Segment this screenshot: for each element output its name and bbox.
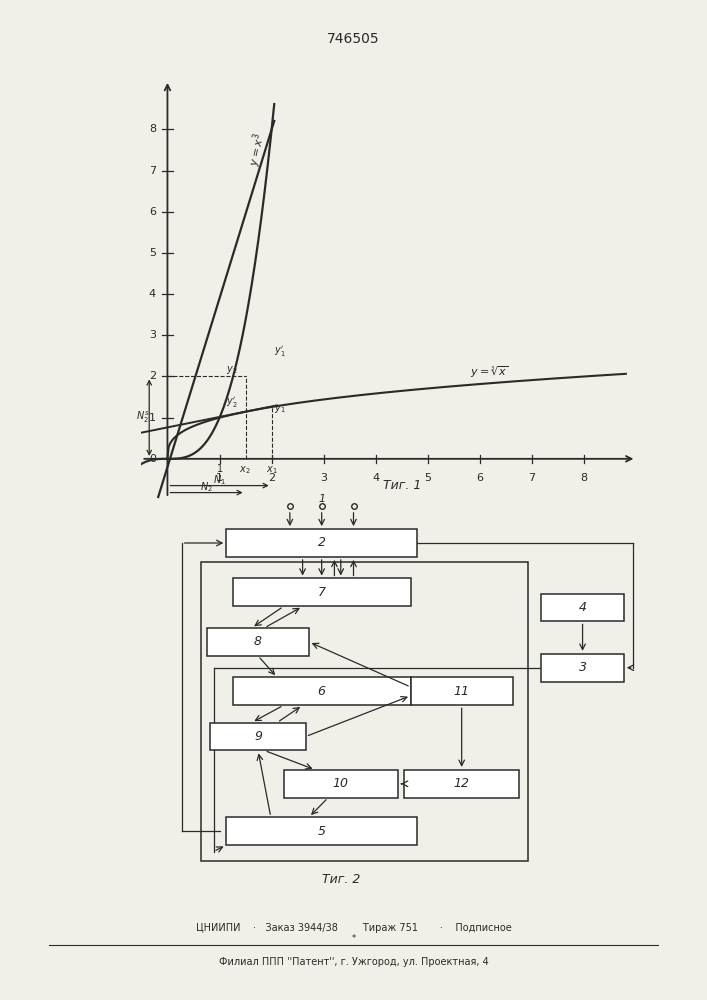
Text: $y=x^3$: $y=x^3$ [245,131,269,168]
Text: 3: 3 [320,473,327,483]
Text: 3: 3 [149,330,156,340]
Text: 12: 12 [454,777,469,790]
Text: $x_2$: $x_2$ [239,464,250,476]
Text: *: * [351,934,356,943]
Text: 9: 9 [254,730,262,743]
Bar [411,677,513,705]
Text: 8: 8 [580,473,588,483]
Text: 4: 4 [373,473,380,483]
Text: 1: 1 [216,464,223,474]
Text: $y_2'$: $y_2'$ [226,396,238,410]
Text: $y=\sqrt[3]{x}$: $y=\sqrt[3]{x}$ [469,365,508,380]
Text: 11: 11 [454,685,469,698]
Text: $N_1$: $N_1$ [213,473,226,487]
Text: 6: 6 [477,473,484,483]
Bar [207,628,309,656]
Text: 3: 3 [578,661,587,674]
Text: 7: 7 [529,473,536,483]
Text: 10: 10 [333,777,349,790]
Text: $x_1$: $x_1$ [266,464,277,476]
Text: $y_1'$: $y_1'$ [274,344,286,359]
Bar [201,562,529,861]
Text: 1: 1 [149,413,156,423]
Text: $N_2^s$: $N_2^s$ [136,410,149,425]
Text: 2: 2 [149,371,156,381]
Text: $y_2$: $y_2$ [226,364,238,376]
Text: 1: 1 [318,494,325,504]
Text: $y_1$: $y_1$ [274,403,286,415]
Text: 7: 7 [149,166,156,176]
Text: 2: 2 [268,473,275,483]
Text: 0: 0 [149,454,156,464]
Text: 7: 7 [317,586,326,599]
Bar [211,723,306,750]
Text: $N_2$: $N_2$ [200,480,213,494]
Text: 4: 4 [149,289,156,299]
Text: 2: 2 [317,536,326,550]
Text: Филиал ППП ''Патент'', г. Ужгород, ул. Проектная, 4: Филиал ППП ''Патент'', г. Ужгород, ул. П… [218,957,489,967]
Bar [233,677,411,705]
Bar [542,654,624,682]
Text: 6: 6 [317,685,326,698]
Text: 746505: 746505 [327,32,380,46]
Text: 5: 5 [149,248,156,258]
Text: ЦНИИПИ    ·   Заказ 3944/38        Тираж 751       ·    Подписное: ЦНИИПИ · Заказ 3944/38 Тираж 751 · Подпи… [196,923,511,933]
Text: 5: 5 [424,473,431,483]
Text: Τиг. 1: Τиг. 1 [382,479,421,492]
Text: 5: 5 [317,825,326,838]
Bar [284,770,398,798]
Text: 6: 6 [149,207,156,217]
Bar [404,770,519,798]
Text: 8: 8 [254,635,262,648]
Bar [233,578,411,606]
Text: 4: 4 [578,601,587,614]
Bar [226,529,417,557]
Text: 1: 1 [216,473,223,483]
Bar [226,817,417,845]
Bar [542,594,624,621]
Text: 8: 8 [149,124,156,134]
Text: Τиг. 2: Τиг. 2 [322,873,360,886]
